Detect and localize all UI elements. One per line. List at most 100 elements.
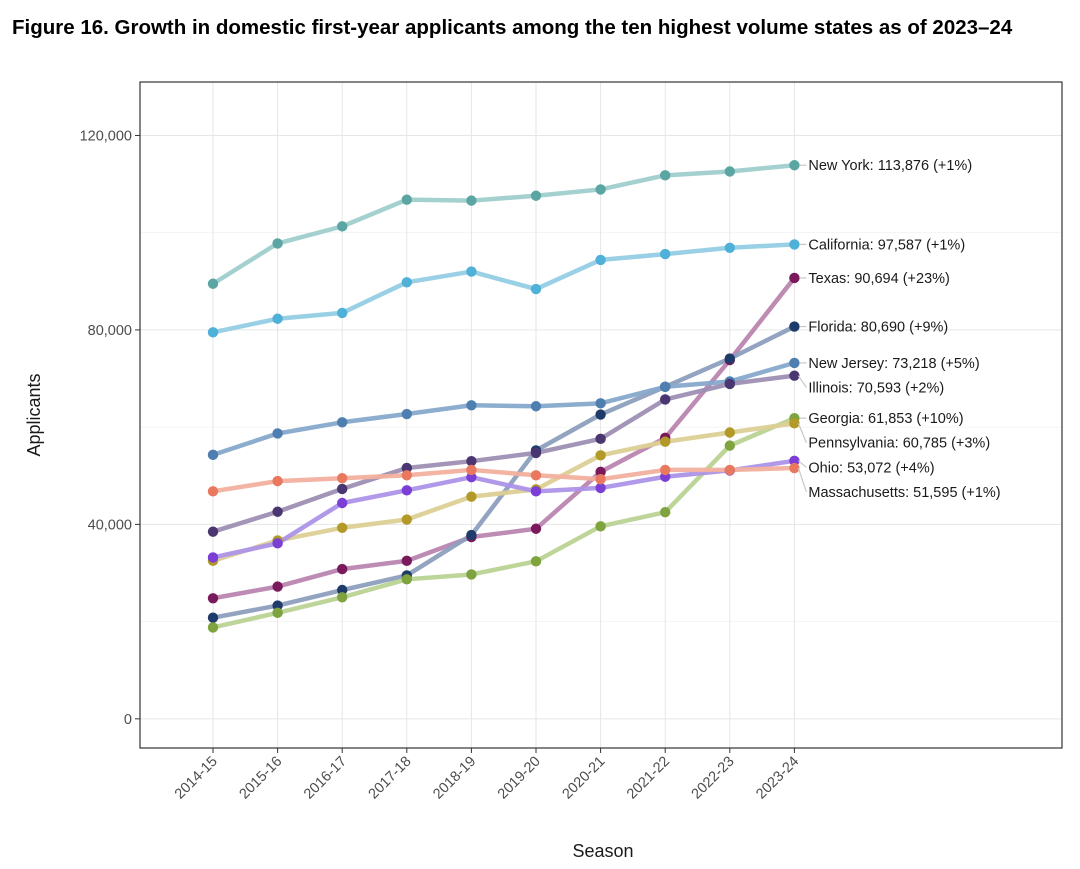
x-tick-label: 2020-21 <box>559 754 608 803</box>
data-point <box>207 612 219 623</box>
data-point <box>401 194 412 205</box>
figure-title: Figure 16. Growth in domestic first-year… <box>12 16 1013 39</box>
data-point <box>401 485 412 496</box>
series-end-label: Pennsylvania: 60,785 (+3%) <box>808 436 990 452</box>
data-point <box>789 455 800 467</box>
data-point <box>660 436 671 447</box>
data-point <box>272 506 283 517</box>
label-leader-line <box>798 460 807 468</box>
data-point <box>337 483 348 495</box>
data-point <box>466 472 477 483</box>
data-point <box>272 581 283 592</box>
data-point <box>337 592 348 603</box>
series-lines <box>210 162 797 630</box>
series-end-label: New York: 113,876 (+1%) <box>808 158 972 174</box>
series-line <box>210 373 797 534</box>
data-point <box>466 455 477 467</box>
data-point <box>466 400 477 411</box>
data-point <box>401 470 412 481</box>
data-point <box>272 600 283 611</box>
y-tick-label: 0 <box>124 712 132 728</box>
data-point <box>530 283 542 295</box>
data-point <box>207 552 219 563</box>
data-point <box>660 381 671 393</box>
data-point <box>724 378 735 390</box>
series-line <box>210 275 797 601</box>
data-point <box>660 170 671 181</box>
data-point <box>724 353 735 364</box>
y-axis-ticks: 0 40,000 80,000 120,000 <box>80 128 140 728</box>
data-point <box>401 408 412 420</box>
data-point <box>466 569 477 580</box>
data-point <box>660 464 671 476</box>
data-point <box>466 491 477 502</box>
data-point <box>466 464 477 476</box>
data-point <box>401 277 412 288</box>
data-point <box>660 507 671 518</box>
data-point <box>789 418 800 429</box>
data-point <box>789 357 800 369</box>
x-tick-label: 2018-19 <box>430 754 479 803</box>
data-point <box>724 427 735 438</box>
data-point <box>466 195 477 206</box>
x-axis-ticks: 2014-15 2015-16 2016-17 2017-18 2018-19 2019-… <box>172 748 802 802</box>
data-point <box>530 447 542 459</box>
series-end-labels: New York: 113,876 (+1%) California: 97,58… <box>808 158 1000 501</box>
series-end-label: Ohio: 53,072 (+4%) <box>808 460 934 476</box>
data-point <box>337 307 348 319</box>
series-end-label: Massachusetts: 51,595 (+1%) <box>808 485 1000 501</box>
x-axis-title: Season <box>572 841 633 861</box>
data-point <box>724 242 735 253</box>
data-point <box>595 398 606 409</box>
label-leader-line <box>797 375 807 388</box>
label-leader-lines <box>797 164 807 493</box>
data-point <box>724 440 735 451</box>
data-point <box>337 417 348 428</box>
data-point <box>207 486 219 497</box>
data-point <box>337 584 348 596</box>
series-end-label: New Jersey: 73,218 (+5%) <box>808 356 979 372</box>
series-end-label: Illinois: 70,593 (+2%) <box>808 380 944 396</box>
x-tick-label: 2014-15 <box>172 754 221 803</box>
y-tick-label: 40,000 <box>88 517 132 533</box>
data-point <box>401 555 412 567</box>
x-tick-label: 2016-17 <box>301 754 350 803</box>
data-point <box>337 472 348 484</box>
data-point <box>272 475 283 487</box>
series-line <box>210 360 797 458</box>
data-point <box>789 321 800 332</box>
data-point <box>207 278 219 289</box>
label-leader-line <box>797 423 807 443</box>
data-point <box>595 482 606 494</box>
x-tick-label: 2019-20 <box>495 754 544 803</box>
series-line <box>210 415 797 630</box>
x-tick-label: 2023-24 <box>753 754 802 803</box>
data-point <box>337 563 348 575</box>
data-point <box>207 526 219 537</box>
data-point <box>401 462 412 474</box>
series-line <box>210 162 797 286</box>
data-point <box>789 239 800 250</box>
data-point <box>789 272 800 284</box>
data-point <box>595 466 606 478</box>
data-point <box>272 428 283 439</box>
x-tick-label: 2022-23 <box>689 754 738 803</box>
series-line <box>210 465 797 494</box>
data-point <box>595 409 606 420</box>
data-point <box>207 327 219 338</box>
y-tick-label: 120,000 <box>80 128 132 144</box>
data-point <box>207 449 219 461</box>
data-point <box>466 529 477 541</box>
series-end-label: Florida: 80,690 (+9%) <box>808 320 948 336</box>
series-line <box>210 242 797 335</box>
data-point <box>337 221 348 232</box>
data-point <box>272 607 283 619</box>
data-point <box>530 190 542 201</box>
data-point <box>530 486 542 497</box>
data-point <box>724 166 735 177</box>
series-line <box>210 458 797 560</box>
y-tick-label: 80,000 <box>88 323 132 339</box>
data-point <box>272 238 283 249</box>
data-point <box>595 433 606 445</box>
